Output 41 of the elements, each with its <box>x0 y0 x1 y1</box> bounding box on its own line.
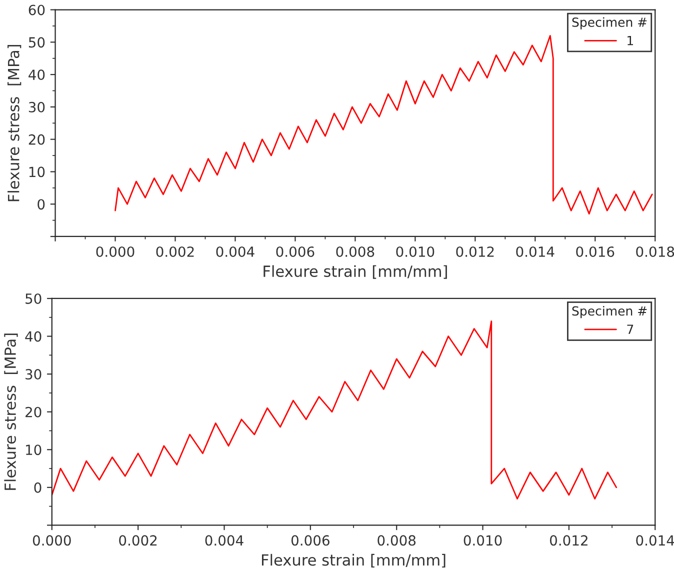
x-tick-label: 0.014 <box>516 246 554 257</box>
y-tick-label: 10 <box>26 444 42 456</box>
x-tick-label: 0.016 <box>576 246 614 257</box>
y-axis-title: Flexure stress [MPa] <box>8 44 22 202</box>
x-tick-label: 0.018 <box>636 246 674 257</box>
legend-label: 1 <box>628 36 634 46</box>
legend-title: Specimen # <box>572 17 647 30</box>
y-tick-label: 20 <box>26 406 42 418</box>
y-axis-title: Flexure stress [MPa] <box>4 334 18 490</box>
x-tick-label: 0.014 <box>636 535 674 546</box>
y-tick-label: 10 <box>29 166 45 178</box>
x-tick-label: 0.008 <box>378 535 416 546</box>
x-tick-label: 0.004 <box>216 246 254 257</box>
x-axis-title: Flexure strain [mm/mm] <box>264 265 447 279</box>
x-tick-label: 0.012 <box>550 535 588 546</box>
x-tick-label: 0.008 <box>336 246 374 257</box>
y-tick-label: 30 <box>26 369 42 380</box>
legend-label: 7 <box>627 324 634 334</box>
y-tick-label: 40 <box>25 331 42 342</box>
y-tick-label: 0 <box>38 199 45 210</box>
x-tick-label: 0.000 <box>32 535 71 546</box>
x-tick-label: 0.010 <box>396 246 434 257</box>
y-tick-label: 20 <box>28 134 45 145</box>
x-tick-label: 0.010 <box>464 535 502 546</box>
y-tick-label: 30 <box>28 102 45 112</box>
legend-title: Specimen # <box>572 306 647 318</box>
x-tick-label: 0.006 <box>291 535 330 546</box>
y-tick-label: 0 <box>34 482 42 493</box>
y-tick-label: 50 <box>28 37 45 48</box>
x-axis-title: Flexure strain [mm/mm] <box>262 554 446 568</box>
x-tick-label: 0.000 <box>96 246 134 257</box>
y-tick-label: 40 <box>28 70 45 80</box>
y-tick-label: 50 <box>26 293 42 304</box>
line-series <box>114 34 653 215</box>
x-tick-label: 0.002 <box>119 535 157 546</box>
y-tick-label: 60 <box>28 4 45 16</box>
line-series <box>52 320 618 500</box>
x-tick-label: 0.004 <box>205 535 244 546</box>
x-tick-label: 0.006 <box>276 246 314 257</box>
x-tick-label: 0.012 <box>456 246 494 257</box>
x-tick-label: 0.002 <box>156 246 194 257</box>
